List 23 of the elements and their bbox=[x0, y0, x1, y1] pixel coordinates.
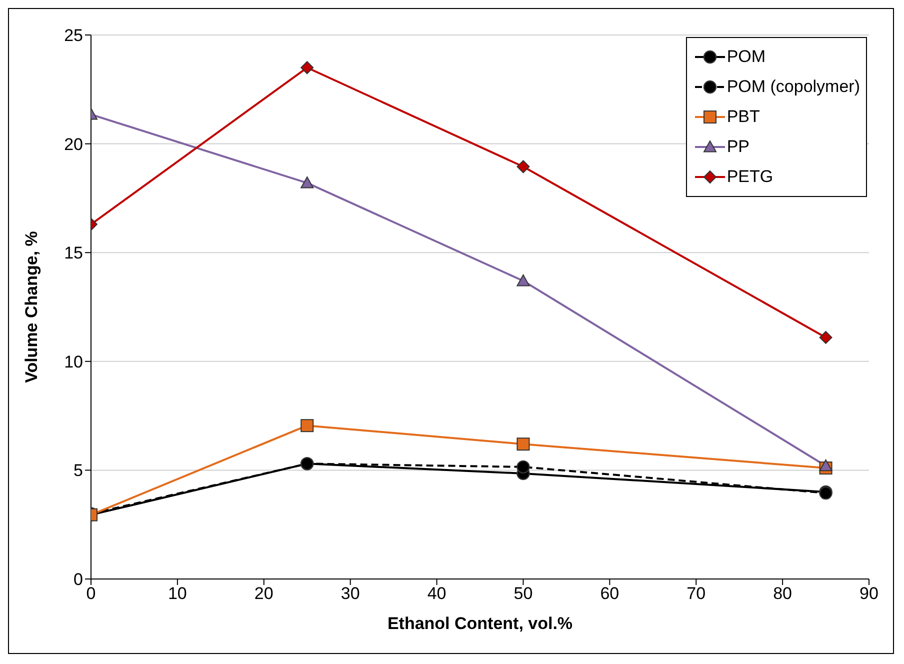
legend-label: PP bbox=[726, 137, 750, 157]
x-tick-label: 50 bbox=[514, 584, 533, 604]
legend-label: PBT bbox=[726, 107, 760, 127]
x-tick-label: 0 bbox=[86, 584, 96, 604]
x-tick-label: 90 bbox=[860, 584, 878, 604]
x-tick-label: 10 bbox=[168, 584, 187, 604]
x-tick-label: 80 bbox=[773, 584, 792, 604]
y-tick-label: 5 bbox=[74, 461, 83, 480]
y-tick-label: 0 bbox=[74, 570, 83, 590]
y-axis-title: Volume Change, % bbox=[22, 231, 42, 383]
legend-label: PETG bbox=[726, 167, 774, 187]
y-tick-label: 10 bbox=[64, 352, 83, 372]
x-tick-label: 30 bbox=[340, 584, 360, 604]
x-tick-label: 60 bbox=[600, 584, 620, 604]
legend-label: POM bbox=[726, 47, 766, 67]
x-tick-label: 20 bbox=[254, 584, 274, 604]
y-tick-label: 15 bbox=[64, 244, 83, 263]
y-tick-label: 20 bbox=[64, 134, 83, 154]
y-tick-label: 25 bbox=[64, 26, 83, 46]
legend-label: POM (copolymer) bbox=[726, 77, 860, 97]
x-tick-label: 40 bbox=[427, 584, 446, 604]
x-tick-label: 70 bbox=[686, 584, 706, 604]
x-axis-title: Ethanol Content, vol.% bbox=[387, 614, 573, 633]
